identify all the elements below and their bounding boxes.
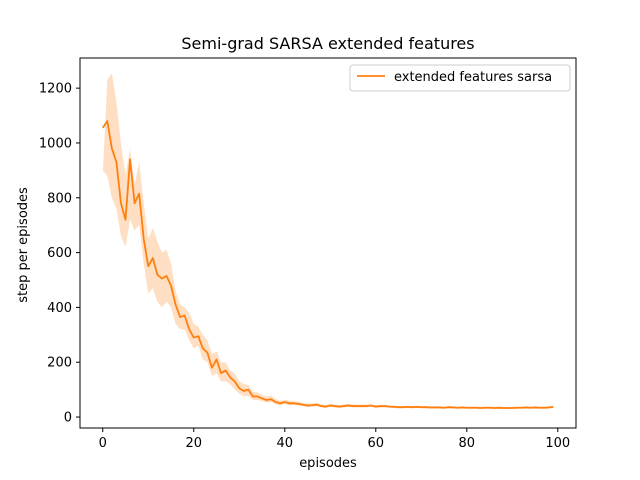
x-axis-label: episodes	[299, 456, 357, 471]
y-tick-label: 1200	[39, 82, 72, 97]
x-tick-label: 20	[185, 436, 202, 451]
y-tick-label: 800	[47, 191, 72, 206]
plot-area	[102, 73, 554, 410]
x-tick-label: 40	[276, 436, 293, 451]
legend-box	[349, 64, 571, 92]
x-tick-label: 100	[545, 436, 570, 451]
y-tick-label: 1000	[39, 136, 72, 151]
x-tick-label: 0	[99, 436, 107, 451]
series-line-0	[102, 120, 554, 409]
plot-frame	[79, 57, 577, 429]
legend-label: extended features sarsa	[394, 70, 552, 85]
x-tick-label: 60	[368, 436, 385, 451]
legend: extended features sarsa	[349, 64, 571, 92]
y-tick-label: 200	[47, 356, 72, 371]
chart-title: Semi-grad SARSA extended features	[181, 34, 474, 53]
y-tick-label: 400	[47, 301, 72, 316]
y-tick-label: 600	[47, 246, 72, 261]
y-axis-label: step per episodes	[16, 187, 31, 303]
x-tick-label: 80	[459, 436, 476, 451]
y-tick-label: 0	[64, 411, 72, 426]
